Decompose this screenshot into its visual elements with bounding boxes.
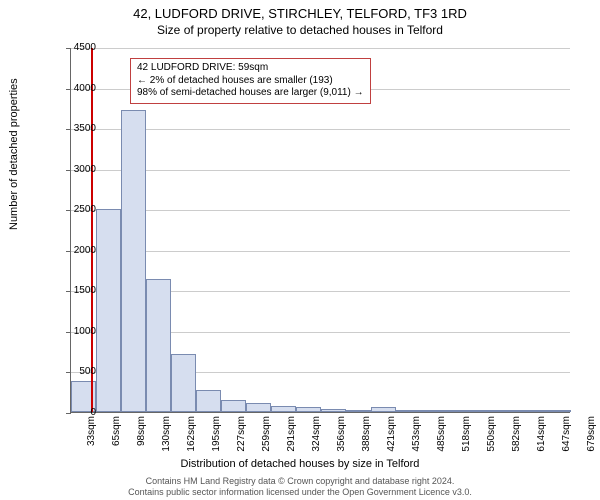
histogram-bar (246, 403, 271, 412)
footer-line-1: Contains HM Land Registry data © Crown c… (0, 476, 600, 487)
xtick-label: 388sqm (361, 416, 372, 461)
chart-area: 42 LUDFORD DRIVE: 59sqm ← 2% of detached… (70, 48, 570, 413)
annotation-line-1: 42 LUDFORD DRIVE: 59sqm (137, 62, 364, 75)
histogram-bar (221, 400, 246, 412)
ytick-label: 1000 (56, 327, 96, 337)
xtick-label: 324sqm (311, 416, 322, 461)
y-axis-label: Number of detached properties (8, 78, 20, 230)
xtick-label: 259sqm (261, 416, 272, 461)
ytick-label: 2500 (56, 205, 96, 215)
ytick-label: 1500 (56, 286, 96, 296)
xtick-label: 518sqm (461, 416, 472, 461)
ytick-label: 3000 (56, 165, 96, 175)
histogram-bar (121, 110, 146, 412)
ytick-label: 0 (56, 408, 96, 418)
xtick-label: 614sqm (536, 416, 547, 461)
histogram-bar (546, 410, 571, 412)
xtick-label: 453sqm (411, 416, 422, 461)
histogram-bar (521, 410, 546, 412)
chart-title: 42, LUDFORD DRIVE, STIRCHLEY, TELFORD, T… (0, 0, 600, 21)
xtick-label: 98sqm (136, 416, 147, 461)
histogram-bar (371, 407, 396, 412)
xtick-label: 582sqm (511, 416, 522, 461)
annotation-box: 42 LUDFORD DRIVE: 59sqm ← 2% of detached… (130, 58, 371, 104)
histogram-bar (396, 410, 421, 412)
histogram-bar (421, 410, 446, 412)
ytick-label: 4000 (56, 84, 96, 94)
annotation-line-3: 98% of semi-detached houses are larger (… (137, 87, 364, 100)
annotation-line-2: ← 2% of detached houses are smaller (193… (137, 75, 364, 88)
xtick-label: 162sqm (186, 416, 197, 461)
gridline (71, 48, 570, 49)
xtick-label: 356sqm (336, 416, 347, 461)
histogram-bar (496, 410, 521, 412)
histogram-bar (346, 410, 371, 412)
histogram-bar (471, 410, 496, 412)
xtick-label: 227sqm (236, 416, 247, 461)
histogram-bar (146, 279, 171, 412)
xtick-label: 195sqm (211, 416, 222, 461)
xtick-label: 485sqm (436, 416, 447, 461)
xtick-label: 550sqm (486, 416, 497, 461)
histogram-bar (96, 209, 121, 412)
xtick-label: 65sqm (111, 416, 122, 461)
histogram-bar (271, 406, 296, 412)
xtick-label: 291sqm (286, 416, 297, 461)
histogram-bar (171, 354, 196, 412)
chart-container: 42, LUDFORD DRIVE, STIRCHLEY, TELFORD, T… (0, 0, 600, 500)
xtick-label: 421sqm (386, 416, 397, 461)
xtick-label: 130sqm (161, 416, 172, 461)
x-axis-label: Distribution of detached houses by size … (0, 458, 600, 470)
footer-line-2: Contains public sector information licen… (0, 487, 600, 498)
ytick-label: 500 (56, 367, 96, 377)
ytick-label: 3500 (56, 124, 96, 134)
chart-subtitle: Size of property relative to detached ho… (0, 21, 600, 37)
footer: Contains HM Land Registry data © Crown c… (0, 476, 600, 498)
ytick-label: 4500 (56, 43, 96, 53)
histogram-bar (321, 409, 346, 412)
reference-line (91, 48, 93, 412)
histogram-bar (196, 390, 221, 412)
histogram-bar (446, 410, 471, 412)
ytick-label: 2000 (56, 246, 96, 256)
xtick-label: 679sqm (586, 416, 597, 461)
xtick-label: 647sqm (561, 416, 572, 461)
histogram-bar (296, 407, 321, 412)
xtick-label: 33sqm (86, 416, 97, 461)
